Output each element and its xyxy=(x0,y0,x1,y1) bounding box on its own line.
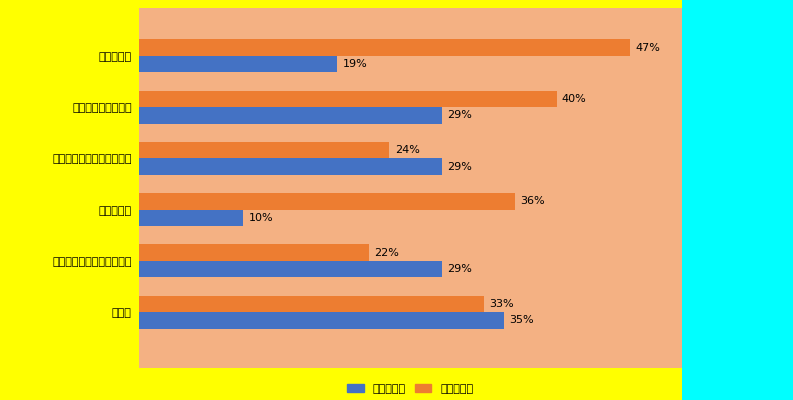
Bar xyxy=(139,40,630,56)
Text: 29%: 29% xyxy=(447,162,472,172)
Text: 10%: 10% xyxy=(248,213,273,223)
Text: 36%: 36% xyxy=(520,196,545,206)
Bar xyxy=(682,0,793,400)
Text: 35%: 35% xyxy=(510,315,534,325)
Bar xyxy=(139,142,389,158)
Bar xyxy=(139,8,682,368)
Text: 40%: 40% xyxy=(562,94,587,104)
Bar xyxy=(139,107,442,124)
Text: 19%: 19% xyxy=(343,59,367,69)
Bar xyxy=(139,244,369,261)
Bar xyxy=(139,296,484,312)
Text: 33%: 33% xyxy=(488,299,513,309)
Bar xyxy=(139,56,337,72)
Text: 22%: 22% xyxy=(374,248,399,258)
Legend: 身体障がい, 精神障がい: 身体障がい, 精神障がい xyxy=(343,380,478,399)
Bar xyxy=(139,158,442,175)
Text: 29%: 29% xyxy=(447,110,472,120)
Bar xyxy=(139,312,504,328)
Bar xyxy=(139,261,442,277)
Text: 24%: 24% xyxy=(395,145,419,155)
Text: 29%: 29% xyxy=(447,264,472,274)
Bar xyxy=(139,193,515,210)
Bar xyxy=(0,0,139,400)
Text: 47%: 47% xyxy=(635,43,660,53)
Bar xyxy=(139,91,557,107)
Bar xyxy=(139,210,243,226)
